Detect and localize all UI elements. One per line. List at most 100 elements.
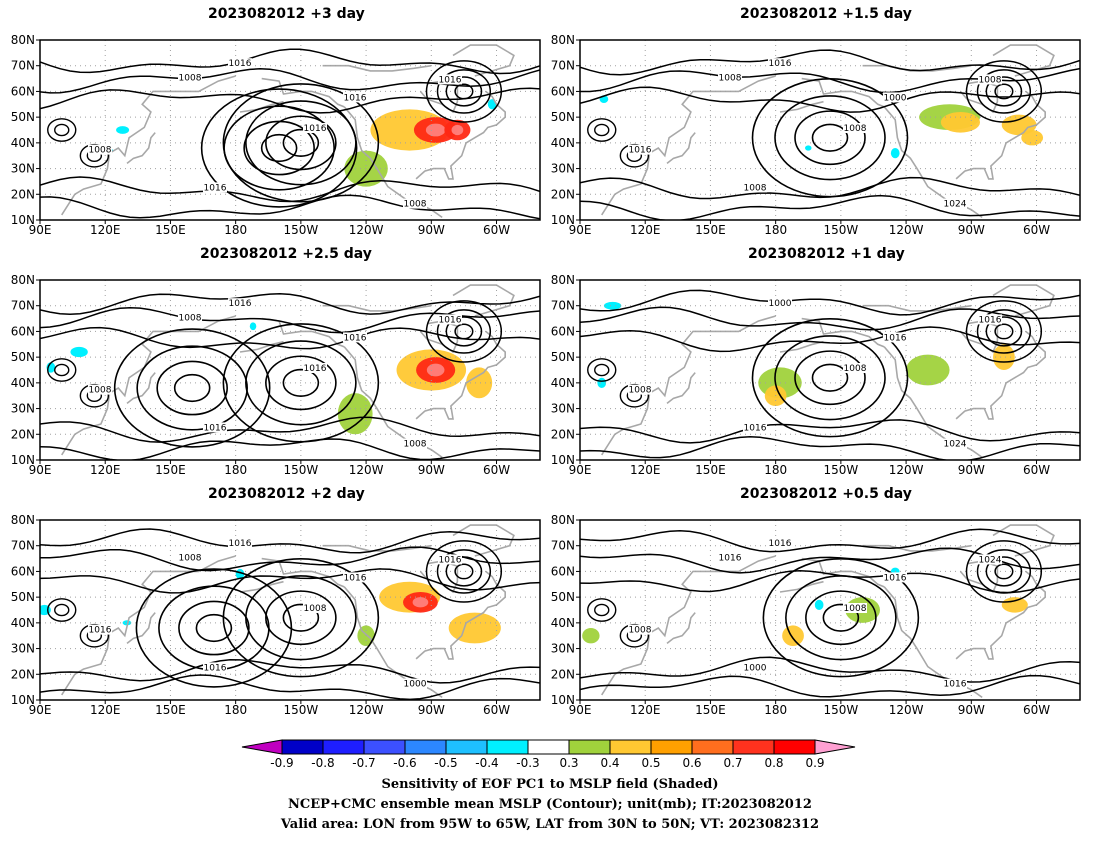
map-plus-1-5-day: 1016 1008 1008 1016 1024 1008 1000 1008 10N 20N 30… — [551, 33, 1081, 237]
mslp-contour-low — [436, 309, 492, 354]
coastline — [666, 372, 696, 405]
map-plus-2-day: 1016 1008 1016 1016 1000 1016 1016 1008 10N 20N 30… — [11, 513, 541, 717]
mslp-contour-high — [156, 360, 228, 416]
lon-label: 60W — [1023, 703, 1050, 717]
coastline — [322, 64, 432, 72]
coastline — [955, 570, 1046, 660]
lat-label: 80N — [11, 33, 35, 47]
contour-label-bg — [303, 363, 327, 373]
coastline — [261, 557, 345, 588]
lat-label: 10N — [11, 213, 35, 227]
lon-label: 150W — [283, 703, 318, 717]
lon-label: 90W — [418, 463, 445, 477]
lat-label: 10N — [551, 213, 575, 227]
lon-label: 180 — [764, 223, 787, 237]
lon-label: 150W — [823, 463, 858, 477]
map-frame — [39, 519, 541, 701]
panel-title-plus-0-5-day: 2023082012 +0.5 day — [740, 486, 912, 502]
mslp-contour-low — [594, 363, 610, 377]
lon-label: 90W — [958, 463, 985, 477]
mslp-contour-low — [79, 143, 110, 168]
sensitivity-shading-max — [425, 123, 446, 137]
lon-label: 60W — [1023, 463, 1050, 477]
lat-label: 50N — [11, 110, 35, 124]
mslp-contour-high — [265, 590, 337, 646]
mslp-contour-high — [751, 318, 909, 438]
contour-label: 1024 — [944, 440, 967, 450]
contour-label-bg — [628, 144, 652, 155]
lat-label: 80N — [551, 273, 575, 287]
lon-label: 60W — [483, 463, 510, 477]
contour-label-bg — [203, 422, 227, 433]
contour-label: 1016 — [229, 59, 252, 69]
sensitivity-shading-negative — [814, 599, 824, 610]
lat-label: 50N — [11, 590, 35, 604]
contour-label-bg — [178, 72, 202, 83]
lon-label: 90E — [29, 463, 52, 477]
coastline — [601, 75, 776, 216]
contour-label: 1008 — [719, 74, 742, 84]
contour-label: 1016 — [229, 299, 252, 309]
contour-label: 1016 — [89, 626, 112, 636]
mslp-contour — [580, 194, 1080, 220]
panel-title-plus-2-5-day: 2023082012 +2.5 day — [200, 246, 372, 262]
mslp-contour-low — [445, 316, 483, 347]
sensitivity-shading-max — [426, 363, 445, 377]
lat-label: 20N — [551, 667, 575, 681]
mslp-contour — [580, 656, 1080, 683]
map-plus-1-day: 1000 1008 1016 1008 1024 1016 1016 10N 20N 30N 40N… — [551, 273, 1081, 477]
contour-label: 1016 — [629, 146, 652, 156]
contour-label-bg — [843, 603, 867, 613]
mslp-contour-low — [54, 363, 70, 377]
contour-label: 1008 — [179, 554, 202, 564]
mslp-contour-low — [965, 300, 1043, 363]
panel-plus-2-5-day: 1016 1016 1016 1008 1008 1016 1016 1008 10N 20N 30… — [11, 273, 541, 477]
map-content: 1000 1008 1016 1008 1024 1016 1016 — [580, 280, 1080, 460]
lat-label: 80N — [11, 273, 35, 287]
panel-plus-2-day: 1016 1008 1016 1016 1000 1016 1016 1008 10N 20N 30… — [11, 513, 541, 717]
colorbar-tick-label: -0.3 — [516, 756, 539, 770]
mslp-contour-low — [454, 563, 474, 580]
contour-label: 1016 — [884, 573, 907, 583]
coastline — [126, 132, 156, 165]
mslp-contour — [40, 528, 540, 554]
contour-label-bg — [228, 58, 252, 69]
coastline — [779, 580, 824, 593]
mslp-contour-high — [822, 603, 860, 632]
colorbar-arrow-left — [241, 739, 283, 755]
lat-label: 70N — [11, 299, 35, 313]
contour-label-bg — [303, 603, 327, 613]
panel-plus-3-day: 1016 1016 1016 1008 1008 1016 1016 1008 10N 20N 30… — [11, 33, 541, 237]
contour-label-bg — [88, 624, 112, 635]
lon-label: 150E — [695, 463, 726, 477]
map-frame — [579, 519, 1081, 701]
coastline — [666, 612, 696, 645]
lon-label: 120W — [889, 703, 924, 717]
sensitivity-shading-positive — [1001, 114, 1037, 136]
sensitivity-shading-negative — [249, 322, 257, 331]
contour-label-bg — [768, 298, 792, 309]
mslp-contour-low — [454, 323, 474, 340]
contour-label-bg — [178, 552, 202, 563]
contour-label-bg — [228, 298, 252, 309]
sensitivity-shading-positive — [466, 367, 493, 399]
lat-label: 50N — [551, 590, 575, 604]
mslp-contour-high — [282, 128, 320, 157]
contour-label-bg — [718, 72, 742, 83]
mslp-contour-low — [619, 383, 650, 408]
lat-label: 40N — [11, 136, 35, 150]
sensitivity-shading-positive — [782, 625, 804, 646]
contour-label-bg — [403, 438, 427, 449]
contour-label-bg — [178, 312, 202, 323]
coastline — [239, 340, 284, 353]
lat-label: 40N — [11, 616, 35, 630]
contour-label: 1008 — [979, 75, 1002, 85]
mslp-contour — [40, 416, 540, 443]
lat-label: 60N — [551, 564, 575, 578]
coastline — [801, 557, 885, 588]
mslp-contour — [40, 48, 540, 75]
colorbar-bin — [404, 739, 447, 755]
lon-label: 90W — [418, 223, 445, 237]
lat-label: 20N — [11, 667, 35, 681]
lon-label: 60W — [1023, 223, 1050, 237]
